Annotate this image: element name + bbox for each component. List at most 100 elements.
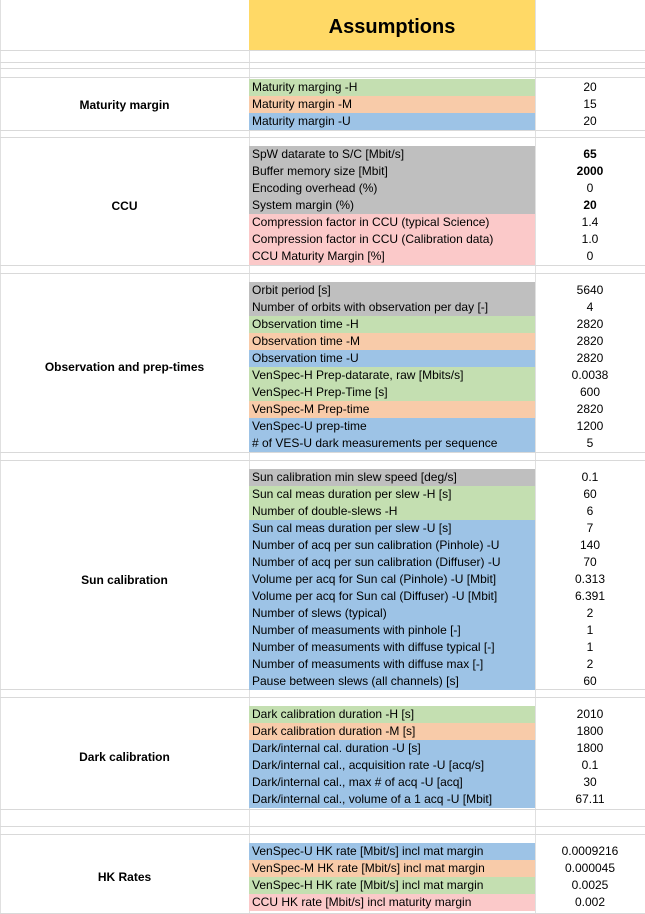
parameter-label[interactable]: VenSpec-H Prep-datarate, raw [Mbits/s]	[249, 367, 535, 384]
parameter-label[interactable]: Pause between slews (all channels) [s]	[249, 673, 535, 690]
parameter-label[interactable]: Dark/internal cal., acquisition rate -U …	[249, 757, 535, 774]
parameter-value[interactable]: 2820	[576, 334, 604, 348]
parameter-label[interactable]: Maturity marging -H	[249, 79, 535, 96]
table-row: Number of double-slews -H 6	[0, 503, 645, 520]
parameter-label[interactable]: VenSpec-M Prep-time	[249, 401, 535, 418]
parameter-label[interactable]: Compression factor in CCU (typical Scien…	[249, 214, 535, 231]
parameter-value[interactable]: 20	[583, 114, 597, 128]
parameter-value[interactable]: 1	[586, 623, 594, 637]
parameter-label[interactable]: # of VES-U dark measurements per sequenc…	[249, 435, 535, 452]
parameter-value[interactable]: 1800	[576, 741, 604, 755]
parameter-label[interactable]: Dark calibration duration -H [s]	[249, 706, 535, 723]
parameter-label[interactable]: VenSpec-H HK rate [Mbit/s] incl mat marg…	[249, 877, 535, 894]
parameter-label[interactable]: Observation time -H	[249, 316, 535, 333]
parameter-label[interactable]: Observation time -U	[249, 350, 535, 367]
parameter-value[interactable]: 6.391	[574, 589, 606, 603]
parameter-value[interactable]: 0.002	[574, 895, 606, 909]
parameter-label[interactable]: Buffer memory size [Mbit]	[249, 163, 535, 180]
parameter-label[interactable]: SpW datarate to S/C [Mbit/s]	[249, 146, 535, 163]
table-row: Pause between slews (all channels) [s] 60	[0, 673, 645, 690]
parameter-value[interactable]: 60	[583, 674, 597, 688]
parameter-value[interactable]: 0.0038	[571, 368, 609, 382]
parameter-value[interactable]: 67.11	[575, 792, 605, 806]
parameter-value[interactable]: 30	[583, 775, 597, 789]
parameter-label[interactable]: Compression factor in CCU (Calibration d…	[249, 231, 535, 248]
parameter-value[interactable]: 7	[586, 521, 594, 535]
parameter-label[interactable]: Number of double-slews -H	[249, 503, 535, 520]
parameter-label[interactable]: VenSpec-H Prep-Time [s]	[249, 384, 535, 401]
parameter-value[interactable]: 0	[586, 249, 594, 263]
parameter-value[interactable]: 600	[579, 385, 601, 399]
parameter-label[interactable]: Number of acq per sun calibration (Diffu…	[249, 554, 535, 571]
parameter-label[interactable]: Dark/internal cal., volume of a 1 acq -U…	[249, 791, 535, 808]
table-row: Observation time -H 2820	[0, 316, 645, 333]
table-row: VenSpec-M HK rate [Mbit/s] incl mat marg…	[0, 860, 645, 877]
parameter-label[interactable]: Sun cal meas duration per slew -H [s]	[249, 486, 535, 503]
parameter-label[interactable]: Number of slews (typical)	[249, 605, 535, 622]
parameter-value[interactable]: 5	[586, 436, 594, 450]
parameter-value[interactable]: 140	[579, 538, 601, 552]
parameter-label[interactable]: Observation time -M	[249, 333, 535, 350]
parameter-value[interactable]: 1800	[576, 724, 604, 738]
row-line	[0, 50, 645, 51]
parameter-label[interactable]: Maturity margin -U	[249, 113, 535, 130]
parameter-value[interactable]: 0	[586, 181, 594, 195]
table-row: Maturity marging -H 20	[0, 79, 645, 96]
parameter-label[interactable]: Dark calibration duration -M [s]	[249, 723, 535, 740]
parameter-label[interactable]: VenSpec-U prep-time	[249, 418, 535, 435]
parameter-value[interactable]: 1.4	[581, 215, 599, 229]
parameter-label[interactable]: System margin (%)	[249, 197, 535, 214]
parameter-value[interactable]: 0.313	[574, 572, 606, 586]
parameter-label[interactable]: Maturity margin -M	[249, 96, 535, 113]
parameter-value[interactable]: 70	[583, 555, 597, 569]
parameter-value[interactable]: 2820	[576, 317, 604, 331]
parameter-value[interactable]: 65	[583, 147, 597, 161]
parameter-value[interactable]: 1.0	[581, 232, 599, 246]
table-row: Number of acq per sun calibration (Pinho…	[0, 537, 645, 554]
parameter-value[interactable]: 0.0025	[571, 878, 609, 892]
parameter-label[interactable]: CCU HK rate [Mbit/s] incl maturity margi…	[249, 894, 535, 911]
parameter-label[interactable]: Number of acq per sun calibration (Pinho…	[249, 537, 535, 554]
parameter-value[interactable]: 2000	[576, 164, 604, 178]
parameter-label[interactable]: Volume per acq for Sun cal (Diffuser) -U…	[249, 588, 535, 605]
parameter-value[interactable]: 20	[583, 198, 597, 212]
parameter-value[interactable]: 4	[586, 300, 594, 314]
parameter-label[interactable]: Sun cal meas duration per slew -U [s]	[249, 520, 535, 537]
parameter-value[interactable]: 60	[583, 487, 597, 501]
parameter-value[interactable]: 1	[586, 640, 594, 654]
parameter-label[interactable]: CCU Maturity Margin [%]	[249, 248, 535, 265]
parameter-value[interactable]: 5640	[576, 283, 604, 297]
parameter-value[interactable]: 15	[583, 97, 597, 111]
parameter-value[interactable]: 1200	[576, 419, 604, 433]
parameter-value[interactable]: 0.0009216	[561, 844, 619, 858]
parameter-label[interactable]: Sun calibration min slew speed [deg/s]	[249, 469, 535, 486]
parameter-value[interactable]: 6	[586, 504, 594, 518]
table-row: VenSpec-H Prep-datarate, raw [Mbits/s] 0.…	[0, 367, 645, 384]
parameter-value[interactable]: 0.1	[581, 758, 599, 772]
parameter-label[interactable]: VenSpec-U HK rate [Mbit/s] incl mat marg…	[249, 843, 535, 860]
parameter-value[interactable]: 2010	[576, 707, 604, 721]
parameter-label[interactable]: Number of measuments with diffuse max [-…	[249, 656, 535, 673]
table-row: System margin (%) 20	[0, 197, 645, 214]
parameter-label[interactable]: Volume per acq for Sun cal (Pinhole) -U …	[249, 571, 535, 588]
table-row: CCU HK rate [Mbit/s] incl maturity margi…	[0, 894, 645, 911]
parameter-label[interactable]: Dark/internal cal. duration -U [s]	[249, 740, 535, 757]
parameter-label[interactable]: Orbit period [s]	[249, 282, 535, 299]
parameter-label[interactable]: Number of measuments with diffuse typica…	[249, 639, 535, 656]
parameter-value[interactable]: 2	[586, 606, 594, 620]
table-row: Number of acq per sun calibration (Diffu…	[0, 554, 645, 571]
parameter-value[interactable]: 2820	[576, 402, 604, 416]
parameter-value[interactable]: 2	[586, 657, 594, 671]
parameter-value[interactable]: 0.000045	[564, 861, 616, 875]
parameter-value[interactable]: 2820	[576, 351, 604, 365]
parameter-value[interactable]: 0.1	[581, 470, 599, 484]
parameter-label[interactable]: VenSpec-M HK rate [Mbit/s] incl mat marg…	[249, 860, 535, 877]
parameter-label[interactable]: Number of orbits with observation per da…	[249, 299, 535, 316]
table-row: VenSpec-H HK rate [Mbit/s] incl mat marg…	[0, 877, 645, 894]
row-line	[0, 130, 645, 131]
parameter-value[interactable]: 20	[583, 80, 597, 94]
parameter-label[interactable]: Number of measuments with pinhole [-]	[249, 622, 535, 639]
row-line	[0, 265, 645, 266]
parameter-label[interactable]: Encoding overhead (%)	[249, 180, 535, 197]
parameter-label[interactable]: Dark/internal cal., max # of acq -U [acq…	[249, 774, 535, 791]
